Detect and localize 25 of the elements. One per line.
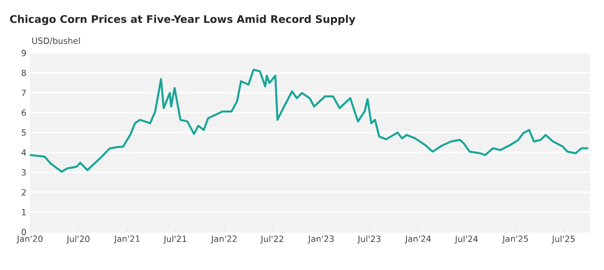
x-tick-label: Jan'21 [114,236,140,244]
x-tick-label: Jan'25 [502,236,528,244]
x-tick-label: Jul'22 [260,236,284,244]
y-tick-label: 2 [22,189,26,196]
x-tick-label: Jan'20 [16,236,43,244]
y-tick-label: 6 [22,109,26,116]
y-tick-label: 0 [22,228,26,236]
chart-title: Chicago Corn Prices at Five-Year Lows Amid Record Supply [10,14,356,26]
x-tick-label: Jul'21 [163,236,186,244]
x-tick-label: Jan'22 [210,236,237,244]
x-tick-label: Jul'25 [552,236,575,244]
x-tick-label: Jul'20 [66,236,90,244]
x-tick-label: Jan'23 [308,236,334,244]
y-tick-label: 9 [22,50,26,56]
y-tick-label: 7 [22,90,26,96]
x-tick-label: Jan'24 [404,236,431,244]
y-tick-label: 1 [22,209,26,216]
y-axis-title: USD/bushel [32,37,80,45]
y-tick-label: 8 [22,70,26,76]
y-tick-label: 4 [22,149,26,156]
y-tick-label: 5 [22,129,26,136]
line-series [29,68,590,173]
x-tick-label: Jul'24 [454,236,478,244]
x-tick-label: Jul'23 [357,236,380,244]
y-tick-label: 3 [22,169,26,176]
